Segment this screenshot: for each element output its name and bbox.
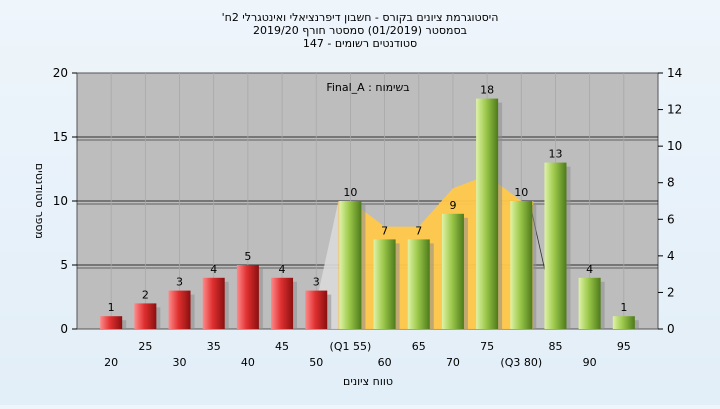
bar-value-label: 18 — [480, 84, 494, 97]
bar-0 — [100, 316, 123, 329]
x-tick-label: 95 — [617, 340, 631, 353]
y2-tick-label: 12 — [667, 103, 682, 117]
value-labels: 1 2 3 4 5 4 3 10 7 7 9 18 10 13 4 1 — [108, 84, 628, 315]
x-tick-label: 35 — [207, 340, 221, 353]
y2-tick-label: 4 — [667, 249, 675, 263]
chart-title: 'היסטוגרמת ציונים בקורס - חשבון דיפרנציא… — [222, 11, 499, 50]
bar-value-label: 4 — [210, 263, 217, 276]
bar-value-label: 5 — [244, 250, 251, 263]
bar-value-label: 3 — [176, 276, 183, 289]
bar-value-label: 4 — [586, 263, 593, 276]
x-tick-label: 60 — [378, 356, 392, 369]
bar-value-label: 2 — [142, 288, 149, 301]
bar-5 — [271, 277, 294, 329]
bar-value-label: 13 — [548, 148, 562, 161]
y-tick-label: 0 — [60, 322, 68, 336]
bar-12 — [510, 201, 533, 329]
x-axis: 20 25 30 35 40 45 50 (Q1 55) 60 65 70 75 (Q3 80) 85 90… — [104, 340, 631, 369]
x-tick-label: 30 — [173, 356, 187, 369]
bar-2 — [168, 290, 191, 329]
bar-14 — [578, 277, 601, 329]
x-axis-label: טווח ציונים — [343, 375, 393, 388]
y-tick-label: 5 — [60, 258, 68, 272]
x-tick-label: 50 — [309, 356, 323, 369]
bars — [100, 98, 639, 329]
bar-9 — [407, 239, 430, 329]
bar-10 — [441, 213, 464, 329]
y2-tick-label: 8 — [667, 176, 675, 190]
bar-value-label: 9 — [449, 199, 456, 212]
y2-tick-label: 10 — [667, 139, 682, 153]
x-tick-label: 20 — [104, 356, 118, 369]
x-tick-label: 70 — [446, 356, 460, 369]
x-tick-label: (Q3 80) — [500, 356, 542, 369]
bar-value-label: 3 — [313, 276, 320, 289]
title-line-3: 147 - סטודנטים רשומים — [303, 37, 417, 50]
y2-tick-label: 2 — [667, 285, 675, 299]
bar-value-label: 4 — [279, 263, 286, 276]
y-tick-label: 10 — [53, 194, 68, 208]
bar-15 — [612, 316, 635, 329]
x-tick-label: 75 — [480, 340, 494, 353]
y-axis-left: 0 5 10 15 20 — [53, 66, 77, 336]
y-axis-right: 0 2 4 6 8 10 12 14 — [658, 66, 682, 336]
x-tick-label: (Q1 55) — [330, 340, 372, 353]
y2-tick-label: 6 — [667, 212, 675, 226]
bar-value-label: 10 — [343, 186, 357, 199]
y-tick-label: 20 — [53, 66, 68, 80]
bar-value-label: 7 — [415, 224, 422, 237]
x-tick-label: 25 — [138, 340, 152, 353]
inner-label: Final_A : בשימוח — [326, 81, 409, 94]
bar-13 — [544, 162, 567, 329]
bar-8 — [373, 239, 396, 329]
title-line-2: בסמסטר (01/2019) סמסטר חורף 2019/20 — [253, 24, 467, 37]
x-tick-label: 90 — [583, 356, 597, 369]
y-tick-label: 15 — [53, 130, 68, 144]
title-line-1: 'היסטוגרמת ציונים בקורס - חשבון דיפרנציא… — [222, 11, 499, 24]
bar-3 — [202, 277, 225, 329]
x-tick-label: 85 — [548, 340, 562, 353]
bar-value-label: 7 — [381, 224, 388, 237]
x-tick-label: 40 — [241, 356, 255, 369]
bar-value-label: 10 — [514, 186, 528, 199]
y-axis-label: מספר סטודנטים — [33, 163, 46, 239]
bar-4 — [236, 265, 259, 329]
y2-tick-label: 14 — [667, 66, 682, 80]
bar-value-label: 1 — [108, 301, 115, 314]
bar-value-label: 1 — [620, 301, 627, 314]
bar-6 — [305, 290, 328, 329]
y2-tick-label: 0 — [667, 322, 675, 336]
x-tick-label: 65 — [412, 340, 426, 353]
x-tick-label: 45 — [275, 340, 289, 353]
bar-11 — [476, 98, 499, 329]
bar-7 — [339, 201, 362, 329]
bar-1 — [134, 303, 157, 329]
